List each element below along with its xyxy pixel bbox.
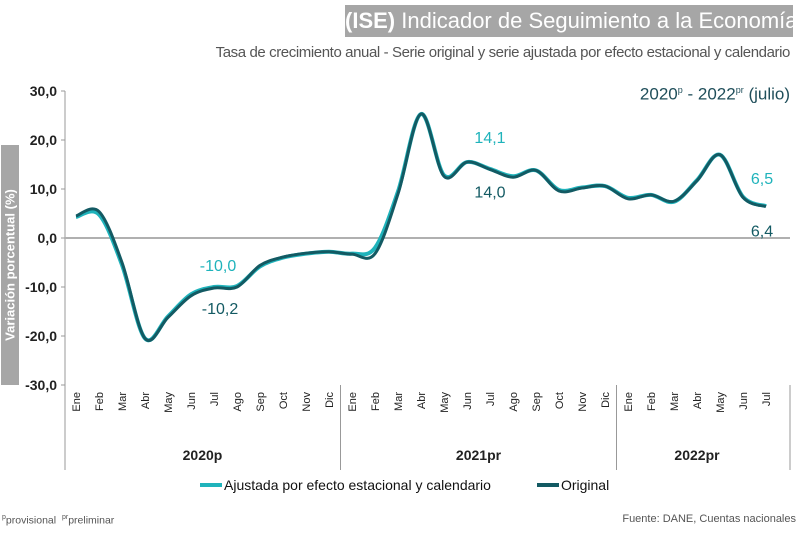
title-text: Indicador de Seguimiento a la Economía	[401, 8, 793, 33]
period-start-sup: p	[677, 85, 683, 95]
period-sep: -	[682, 84, 698, 104]
x-tick-label: Jul	[209, 392, 221, 406]
year-group-label: 2020p	[183, 447, 223, 463]
x-tick-label: Jun	[186, 392, 198, 410]
legend-label-original: Original	[560, 477, 610, 493]
year-group-label: 2022pr	[674, 447, 720, 463]
title-abbrev: (ISE)	[345, 8, 396, 33]
x-tick-label: Abr	[140, 392, 152, 409]
data-label-adjusted: 6,5	[751, 171, 773, 188]
y-tick-label: -30,0	[25, 377, 57, 393]
x-tick-label: Ago	[232, 392, 244, 412]
x-tick-label: Ene	[347, 392, 359, 412]
y-tick-label: 0,0	[38, 230, 58, 246]
x-tick-label: Nov	[577, 392, 589, 412]
x-tick-label: Mar	[669, 392, 681, 411]
x-tick-label: Nov	[301, 392, 313, 412]
chart-subtitle: Tasa de crecimiento anual - Serie origin…	[215, 44, 791, 61]
x-tick-label: Feb	[646, 392, 658, 411]
data-label-adjusted: 14,1	[474, 130, 505, 147]
period-label: 2020p - 2022pr (julio)	[640, 80, 790, 105]
data-label-adjusted: -10,0	[200, 258, 237, 275]
x-tick-label: Feb	[370, 392, 382, 411]
x-tick-label: May	[715, 392, 727, 413]
data-label-original: 14,0	[474, 184, 505, 201]
year-group-label: 2021pr	[456, 447, 502, 463]
footnote-sup-2: pr	[61, 514, 69, 521]
x-tick-label: Jul	[485, 392, 497, 406]
x-tick-label: May	[439, 392, 451, 413]
period-end: 2022	[697, 84, 736, 104]
x-tick-label: Oct	[554, 392, 566, 409]
footnote-1: provisional	[5, 514, 57, 527]
legend-label-adjusted: Ajustada por efecto estacional y calenda…	[224, 477, 491, 493]
x-tick-label: Ene	[623, 392, 635, 412]
period-end-sup: pr	[735, 85, 744, 95]
x-tick-label: Ene	[71, 392, 83, 412]
x-tick-label: Abr	[692, 392, 704, 409]
x-tick-label: Feb	[94, 392, 106, 411]
x-tick-label: Jun	[462, 392, 474, 410]
legend-swatch-original	[536, 483, 559, 487]
y-tick-label: -20,0	[25, 328, 57, 344]
x-tick-label: Ago	[508, 392, 520, 412]
x-tick-label: Sep	[531, 392, 543, 412]
period-note: (julio)	[748, 84, 790, 104]
y-tick-label: 30,0	[30, 83, 57, 99]
footnote-2: preliminar	[68, 514, 115, 527]
x-tick-label: Oct	[278, 392, 290, 409]
legend: Ajustada por efecto estacional y calenda…	[200, 477, 609, 493]
y-tick-label: -10,0	[25, 279, 57, 295]
footnote-abbreviations: pprovisional prpreliminar	[2, 514, 114, 527]
chart-title: (ISE) Indicador de Seguimiento a la Econ…	[345, 5, 793, 37]
y-tick-label: 20,0	[30, 132, 57, 148]
x-tick-label: Dic	[600, 392, 612, 408]
x-tick-label: Mar	[117, 392, 129, 411]
x-tick-label: Jul	[761, 392, 773, 406]
x-tick-label: Sep	[255, 392, 267, 412]
legend-swatch-adjusted	[200, 483, 222, 487]
x-tick-label: Mar	[393, 392, 405, 411]
y-tick-label: 10,0	[30, 181, 57, 197]
y-axis-label-box	[1, 145, 19, 385]
data-label-original: 6,4	[751, 224, 773, 241]
source-note: Fuente: DANE, Cuentas nacionales	[622, 513, 796, 525]
footnote-sup-1: p	[2, 514, 6, 521]
x-tick-label: Jun	[738, 392, 750, 410]
data-label-original: -10,2	[202, 301, 239, 318]
x-tick-label: Abr	[416, 392, 428, 409]
period-start: 2020	[639, 84, 678, 104]
x-tick-label: Dic	[324, 392, 336, 408]
series-line-original	[75, 112, 767, 342]
x-tick-label: May	[163, 392, 175, 413]
